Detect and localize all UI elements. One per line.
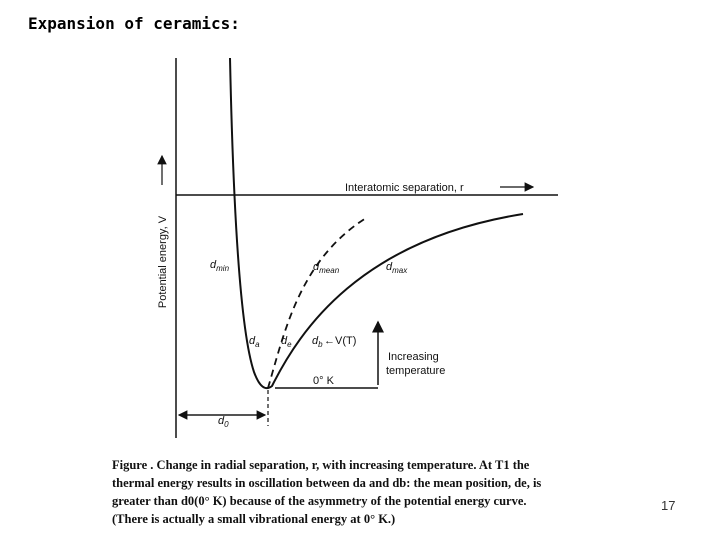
subscript: min [216, 264, 229, 273]
subscript: max [392, 266, 408, 275]
symbol: d [210, 259, 217, 271]
potential-curve [229, 57, 524, 390]
zero-label: 0° K [313, 375, 335, 387]
temperature-label: temperature [386, 365, 445, 377]
symbol-label: dmax [386, 261, 408, 275]
symbol: d [249, 335, 256, 347]
x-axis-label: Interatomic separation, r [345, 182, 464, 194]
caption-line: thermal energy results in oscillation be… [112, 476, 541, 490]
symbol: d [218, 415, 225, 427]
subscript: mean [319, 266, 340, 275]
subscript: b [318, 340, 323, 349]
symbol: d [313, 261, 320, 273]
symbol-label: dmin [210, 259, 230, 273]
subscript: e [287, 340, 292, 349]
symbol-label: db [312, 335, 323, 349]
symbol: d [281, 335, 288, 347]
subscript: a [255, 340, 260, 349]
slide-title: Expansion of ceramics: [28, 14, 240, 33]
symbol-label: de [281, 335, 292, 349]
caption-line: (There is actually a small vibrational e… [112, 512, 395, 526]
temperature-label: Increasing [388, 351, 439, 363]
caption-line: Figure . Change in radial separation, r,… [112, 458, 530, 472]
symbol-label: dmean [313, 261, 340, 275]
level-label: ←V(T) [324, 335, 356, 347]
caption-line: greater than d0(0° K) because of the asy… [112, 494, 527, 508]
y-axis-label: Potential energy, V [157, 215, 169, 308]
symbol: d [386, 261, 393, 273]
symbol-label: da [249, 335, 260, 349]
page-number: 17 [661, 498, 676, 513]
mean-curve [267, 217, 367, 389]
symbol-label: d0 [218, 415, 229, 429]
subscript: 0 [224, 420, 229, 429]
symbol: d [312, 335, 319, 347]
